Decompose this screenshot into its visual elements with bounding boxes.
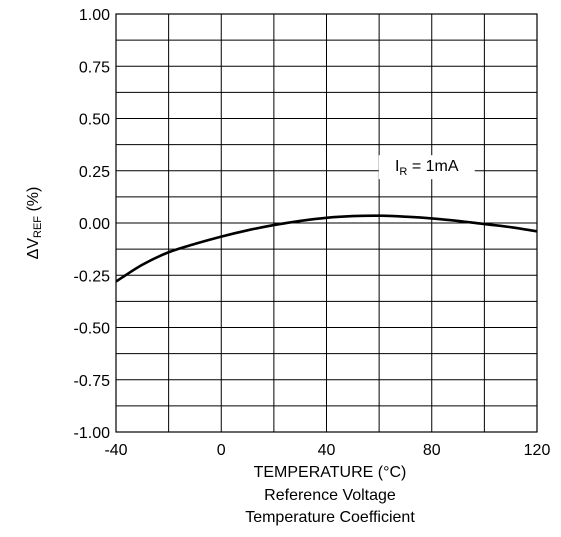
- y-axis-label-unit: (%): [25, 187, 42, 216]
- annotation-background: [378, 155, 475, 180]
- series-line: [115, 214, 538, 283]
- y-tick-label: 0.50: [79, 112, 110, 129]
- chart-subtitle: Temperature Coefficient: [245, 509, 415, 526]
- y-tick-label: 0.00: [79, 216, 110, 233]
- chart-title: Reference Voltage: [264, 487, 396, 504]
- y-axis-label-subscript: REF: [32, 216, 44, 238]
- y-tick-label: 0.25: [79, 164, 110, 181]
- x-tick-label: 120: [524, 442, 551, 459]
- y-tick-labels: 1.00 0.75 0.50 0.25 0.00 -0.25 -0.50 -0.75 -1.00: [74, 7, 111, 442]
- x-tick-labels: -40 0 40 80 120: [104, 442, 550, 459]
- x-tick-label: 40: [318, 442, 336, 459]
- x-tick-label: -40: [104, 442, 127, 459]
- y-tick-label: -0.50: [74, 321, 111, 338]
- grid: [116, 14, 537, 432]
- y-tick-label: -0.25: [74, 268, 111, 285]
- annotation-rest: = 1mA: [407, 158, 458, 175]
- annotation-box: IR = 1mA: [378, 155, 475, 180]
- y-tick-label: 0.75: [79, 59, 110, 76]
- y-tick-label: -1.00: [74, 425, 111, 442]
- x-tick-label: 80: [423, 442, 441, 459]
- y-tick-label: -0.75: [74, 373, 111, 390]
- annotation-subscript: R: [399, 166, 407, 178]
- y-axis-label: ΔVREF (%): [25, 187, 44, 260]
- y-tick-label: 1.00: [79, 7, 110, 24]
- annotation-text: IR = 1mA: [395, 158, 459, 178]
- series-layer: [115, 214, 538, 283]
- x-axis-label: TEMPERATURE (°C): [254, 464, 407, 481]
- annotation-main: I: [395, 158, 399, 175]
- plot-frame: [115, 13, 538, 433]
- y-axis-label-main: ΔV: [25, 238, 42, 260]
- x-tick-label: 0: [217, 442, 226, 459]
